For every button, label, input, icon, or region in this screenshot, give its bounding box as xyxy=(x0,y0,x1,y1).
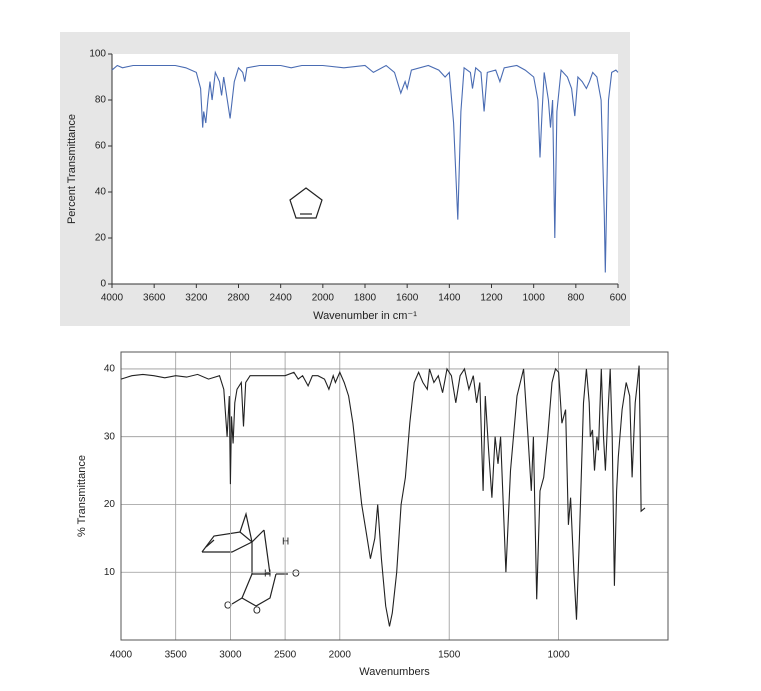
y-tick-label: 40 xyxy=(104,364,116,375)
bond xyxy=(251,529,271,575)
y-tick-label: 20 xyxy=(104,499,116,510)
double-bond xyxy=(205,539,215,548)
carbonyl xyxy=(231,597,243,605)
bond xyxy=(202,541,253,553)
y-tick-label: 40 xyxy=(95,187,107,198)
y-tick-label: 100 xyxy=(89,49,106,60)
x-tick-label: 2000 xyxy=(312,293,335,304)
y-tick-label: 60 xyxy=(95,141,107,152)
spectrum-line xyxy=(111,64,619,273)
atom-label: O xyxy=(292,569,300,580)
cyclopentene-structure xyxy=(289,187,323,219)
y-tick-label: 30 xyxy=(104,431,116,442)
x-tick-label: 1600 xyxy=(396,293,419,304)
atom-label: O xyxy=(253,606,261,617)
x-tick-label: 1500 xyxy=(438,650,461,661)
x-tick-label: 1000 xyxy=(523,293,546,304)
x-tick-label: 2800 xyxy=(227,293,250,304)
ring xyxy=(289,187,323,219)
x-tick-label: 600 xyxy=(610,293,627,304)
x-tick-label: 3200 xyxy=(185,293,208,304)
x-tick-label: 3000 xyxy=(219,650,242,661)
x-axis-label: Wavenumber in cm⁻¹ xyxy=(313,310,417,322)
bridge xyxy=(239,511,253,543)
x-tick-label: 3500 xyxy=(165,650,188,661)
atom-label: O xyxy=(224,601,232,612)
x-tick-label: 1000 xyxy=(547,650,570,661)
x-tick-label: 1200 xyxy=(480,293,503,304)
y-tick-label: 10 xyxy=(104,567,116,578)
atom-label: H xyxy=(282,537,289,548)
bond xyxy=(201,529,265,553)
y-axis-label: % Transmittance xyxy=(76,455,88,537)
y-tick-label: 80 xyxy=(95,95,107,106)
spectrum-line xyxy=(120,365,646,627)
plot-frame xyxy=(120,351,669,641)
y-axis-label: Percent Transmittance xyxy=(66,114,78,224)
x-tick-label: 3600 xyxy=(143,293,166,304)
x-tick-label: 800 xyxy=(567,293,584,304)
x-tick-label: 1800 xyxy=(354,293,377,304)
ring xyxy=(241,573,277,607)
x-axis-label: Wavenumbers xyxy=(359,666,430,678)
atom-label: H xyxy=(264,569,271,580)
x-tick-label: 4000 xyxy=(110,650,133,661)
x-tick-label: 2500 xyxy=(274,650,297,661)
y-tick-label: 0 xyxy=(100,279,106,290)
x-tick-label: 1400 xyxy=(438,293,461,304)
anhydride-structure: H H O O O xyxy=(201,511,300,617)
x-tick-label: 2000 xyxy=(329,650,352,661)
x-tick-label: 4000 xyxy=(101,293,124,304)
x-tick-label: 2400 xyxy=(270,293,293,304)
y-tick-label: 20 xyxy=(95,233,107,244)
plot-background xyxy=(112,54,618,284)
